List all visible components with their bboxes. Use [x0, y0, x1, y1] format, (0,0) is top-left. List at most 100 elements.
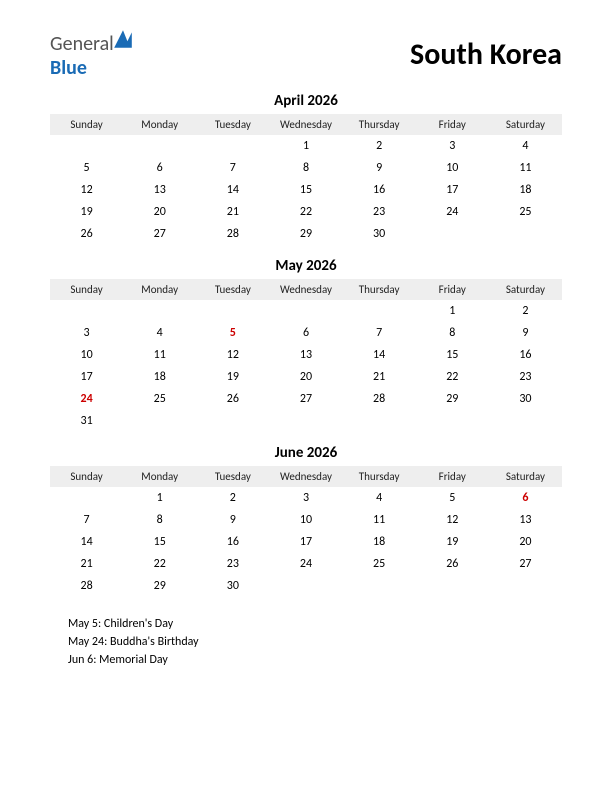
calendar-cell: 2 [489, 300, 562, 322]
calendar-row: 123456 [50, 487, 562, 509]
day-header: Tuesday [196, 466, 269, 487]
calendar-cell: 5 [196, 322, 269, 344]
calendar-row: 10111213141516 [50, 344, 562, 366]
calendar-row: 19202122232425 [50, 201, 562, 223]
calendar-cell: 16 [343, 179, 416, 201]
page-header: GeneralBlue South Korea [50, 28, 562, 80]
calendar-cell: 7 [343, 322, 416, 344]
day-header: Friday [416, 279, 489, 300]
calendar-cell: 24 [269, 553, 342, 575]
holiday-item: May 5: Children's Day [68, 615, 562, 633]
calendar-cell: 15 [123, 531, 196, 553]
day-header: Thursday [343, 114, 416, 135]
calendar-row: 31 [50, 410, 562, 432]
calendar-row: 24252627282930 [50, 388, 562, 410]
calendar-cell: 30 [196, 575, 269, 597]
calendar-cell: 30 [343, 223, 416, 245]
calendar-cell: 8 [269, 157, 342, 179]
day-header: Tuesday [196, 279, 269, 300]
calendar-cell: 27 [123, 223, 196, 245]
calendar-cell: 12 [50, 179, 123, 201]
calendar-cell [489, 575, 562, 597]
calendar-cell: 1 [416, 300, 489, 322]
logo-text: GeneralBlue [50, 28, 134, 80]
calendar-cell: 13 [489, 509, 562, 531]
calendar-cell: 8 [416, 322, 489, 344]
logo: GeneralBlue [50, 28, 134, 80]
calendar-cell [269, 300, 342, 322]
calendar-row: 21222324252627 [50, 553, 562, 575]
calendar-cell [416, 575, 489, 597]
calendar-cell [123, 410, 196, 432]
logo-text-1: General [50, 32, 114, 56]
calendar-cell: 28 [50, 575, 123, 597]
calendar-cell [196, 300, 269, 322]
calendar-cell: 16 [196, 531, 269, 553]
calendar-cell: 7 [196, 157, 269, 179]
logo-triangle-icon [112, 28, 134, 50]
calendar-cell: 12 [196, 344, 269, 366]
month-title: May 2026 [50, 257, 562, 275]
holiday-item: Jun 6: Memorial Day [68, 651, 562, 669]
calendar-cell: 24 [50, 388, 123, 410]
calendar-cell: 2 [196, 487, 269, 509]
day-header: Tuesday [196, 114, 269, 135]
calendar-cell: 25 [123, 388, 196, 410]
calendar-cell: 5 [50, 157, 123, 179]
calendar-cell: 18 [489, 179, 562, 201]
calendar-cell: 14 [50, 531, 123, 553]
day-header: Wednesday [269, 279, 342, 300]
calendar-table: SundayMondayTuesdayWednesdayThursdayFrid… [50, 466, 562, 597]
calendar-row: 1234 [50, 135, 562, 157]
calendar-cell: 15 [269, 179, 342, 201]
calendar-cell: 25 [489, 201, 562, 223]
calendar-cell: 9 [489, 322, 562, 344]
calendar-cell: 23 [343, 201, 416, 223]
calendar-cell: 26 [50, 223, 123, 245]
day-header: Saturday [489, 279, 562, 300]
calendar-row: 567891011 [50, 157, 562, 179]
calendar-row: 78910111213 [50, 509, 562, 531]
calendar-cell: 22 [269, 201, 342, 223]
calendar-row: 282930 [50, 575, 562, 597]
day-header: Sunday [50, 279, 123, 300]
day-header: Friday [416, 466, 489, 487]
calendar-cell: 4 [489, 135, 562, 157]
calendar-cell: 29 [269, 223, 342, 245]
calendar-cell: 26 [196, 388, 269, 410]
calendar-row: 2627282930 [50, 223, 562, 245]
calendar-cell [269, 410, 342, 432]
calendar-block: April 2026SundayMondayTuesdayWednesdayTh… [50, 92, 562, 245]
calendar-cell: 19 [196, 366, 269, 388]
calendar-cell [489, 223, 562, 245]
calendar-cell: 13 [123, 179, 196, 201]
calendar-cell: 11 [489, 157, 562, 179]
calendars-container: April 2026SundayMondayTuesdayWednesdayTh… [50, 92, 562, 597]
calendar-cell: 20 [489, 531, 562, 553]
calendar-cell: 11 [343, 509, 416, 531]
calendar-cell: 26 [416, 553, 489, 575]
calendar-cell [416, 410, 489, 432]
calendar-row: 12 [50, 300, 562, 322]
calendar-cell: 14 [343, 344, 416, 366]
calendar-cell: 1 [269, 135, 342, 157]
calendar-cell: 21 [50, 553, 123, 575]
day-header: Monday [123, 114, 196, 135]
calendar-cell: 10 [50, 344, 123, 366]
calendar-cell: 18 [123, 366, 196, 388]
day-header: Thursday [343, 466, 416, 487]
calendar-cell: 17 [50, 366, 123, 388]
calendar-cell: 24 [416, 201, 489, 223]
calendar-cell: 3 [416, 135, 489, 157]
calendar-cell: 8 [123, 509, 196, 531]
calendar-cell: 17 [269, 531, 342, 553]
country-title: South Korea [410, 36, 562, 73]
calendar-cell: 3 [50, 322, 123, 344]
day-header: Friday [416, 114, 489, 135]
calendar-cell [50, 300, 123, 322]
calendar-cell: 31 [50, 410, 123, 432]
calendar-block: May 2026SundayMondayTuesdayWednesdayThur… [50, 257, 562, 432]
calendar-cell: 21 [343, 366, 416, 388]
calendar-cell: 9 [343, 157, 416, 179]
calendar-cell: 11 [123, 344, 196, 366]
